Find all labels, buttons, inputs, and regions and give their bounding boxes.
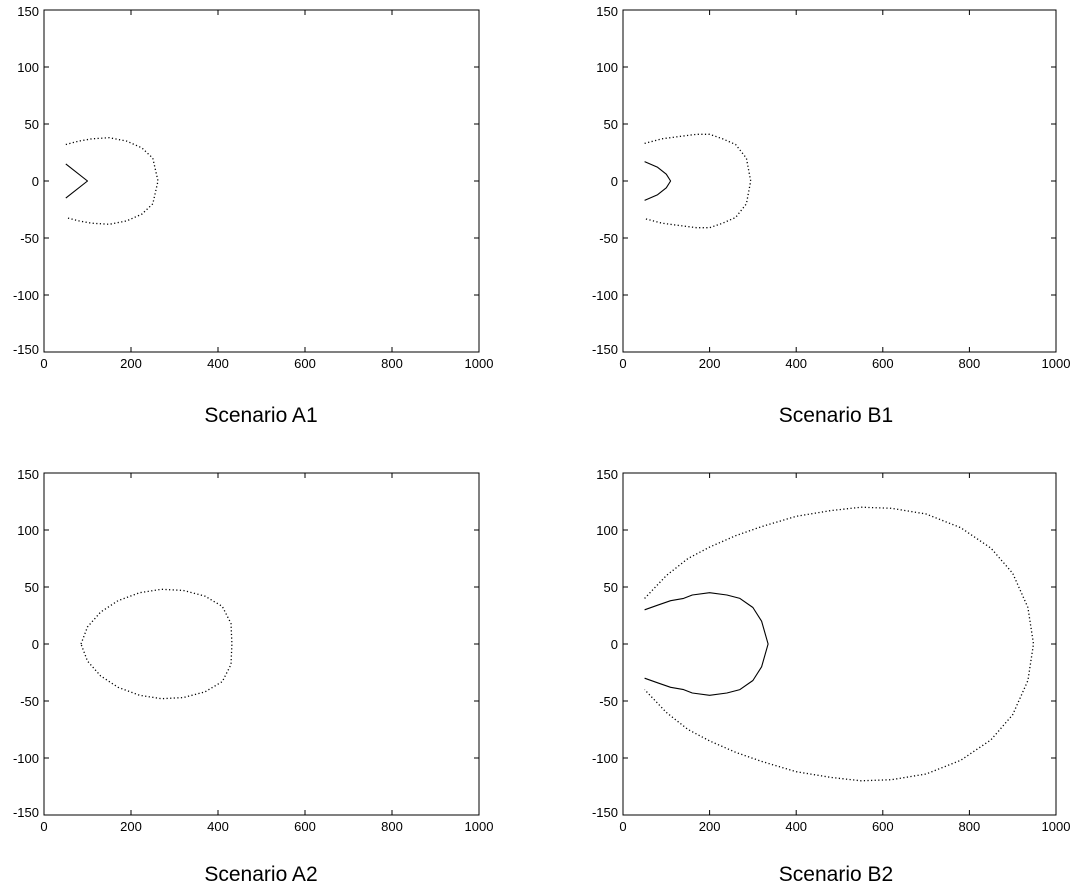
x-tick-label: 800 [959, 819, 981, 834]
x-tick-label: 0 [40, 819, 47, 834]
solid-series-line [644, 161, 672, 201]
x-tick-label: 800 [381, 356, 403, 371]
dotted-series-line [65, 137, 159, 225]
x-tick-label: 600 [872, 819, 894, 834]
y-tick-label: 100 [17, 60, 39, 75]
y-tick-label: 50 [25, 580, 39, 595]
x-tick-label: 0 [619, 356, 626, 371]
y-tick-label: 100 [596, 60, 618, 75]
y-tick-label: 150 [17, 4, 39, 19]
x-tick-label: 200 [120, 819, 142, 834]
x-tick-label: 1000 [1042, 356, 1071, 371]
x-tick-label: 400 [207, 819, 229, 834]
x-tick-label: 400 [207, 356, 229, 371]
y-tick-label: 150 [596, 467, 618, 482]
axes-frame [43, 9, 480, 353]
dotted-series-line [644, 133, 752, 229]
caption-scenario-a2: Scenario A2 [204, 863, 318, 886]
x-tick-label: 800 [381, 819, 403, 834]
x-tick-label: 1000 [1042, 819, 1071, 834]
axes-frame [622, 472, 1057, 816]
x-tick-label: 200 [120, 356, 142, 371]
caption-scenario-b2: Scenario B2 [778, 863, 894, 886]
y-tick-label: 100 [17, 523, 39, 538]
x-tick-label: 600 [294, 819, 316, 834]
x-tick-label: 0 [40, 356, 47, 371]
y-tick-label: 150 [17, 467, 39, 482]
y-tick-label: -150 [592, 805, 618, 820]
y-tick-label: -150 [13, 805, 39, 820]
chart-panel-4: 0 200 400 600 800 1000 -150 -100 -50 0 50 100 150 [592, 467, 1070, 834]
y-tick-label: 150 [596, 4, 618, 19]
solid-series-line [644, 592, 769, 696]
x-tick-label: 400 [785, 356, 807, 371]
caption-scenario-b1: Scenario B1 [778, 404, 894, 427]
solid-series-line [65, 163, 89, 199]
dotted-series-line [80, 588, 233, 700]
y-tick-label: 50 [604, 117, 618, 132]
y-tick-label: -100 [592, 288, 618, 303]
dotted-series-line [644, 506, 1035, 782]
x-tick-label: 1000 [465, 356, 494, 371]
caption-scenario-a1: Scenario A1 [204, 404, 318, 427]
x-tick-label: 0 [619, 819, 626, 834]
y-tick-label: -50 [20, 231, 39, 246]
x-tick-label: 400 [785, 819, 807, 834]
axes-frame [43, 472, 480, 816]
y-tick-label: -50 [599, 231, 618, 246]
y-tick-label: 0 [611, 174, 618, 189]
chart-panel-2: 0 200 400 600 800 1000 -150 -100 -50 0 50 100 150 [592, 4, 1070, 371]
y-tick-label: 100 [596, 523, 618, 538]
x-tick-label: 1000 [465, 819, 494, 834]
y-tick-label: 0 [32, 637, 39, 652]
x-tick-label: 200 [699, 819, 721, 834]
y-tick-label: -150 [13, 342, 39, 357]
chart-panel-3: 0 200 400 600 800 1000 -150 -100 -50 0 50 100 150 [13, 467, 493, 834]
y-tick-label: -100 [592, 751, 618, 766]
axes-frame [622, 9, 1057, 353]
chart-panel-1: 0 200 400 600 800 1000 -150 -100 -50 0 50 100 150 [13, 4, 493, 371]
y-tick-label: 0 [32, 174, 39, 189]
y-tick-label: -100 [13, 288, 39, 303]
y-tick-label: -50 [20, 694, 39, 709]
x-tick-label: 200 [699, 356, 721, 371]
x-tick-label: 600 [872, 356, 894, 371]
x-tick-label: 600 [294, 356, 316, 371]
y-tick-label: -50 [599, 694, 618, 709]
y-tick-label: 0 [611, 637, 618, 652]
y-tick-label: 50 [604, 580, 618, 595]
y-tick-label: -100 [13, 751, 39, 766]
y-tick-label: 50 [25, 117, 39, 132]
x-tick-label: 800 [959, 356, 981, 371]
y-tick-label: -150 [592, 342, 618, 357]
